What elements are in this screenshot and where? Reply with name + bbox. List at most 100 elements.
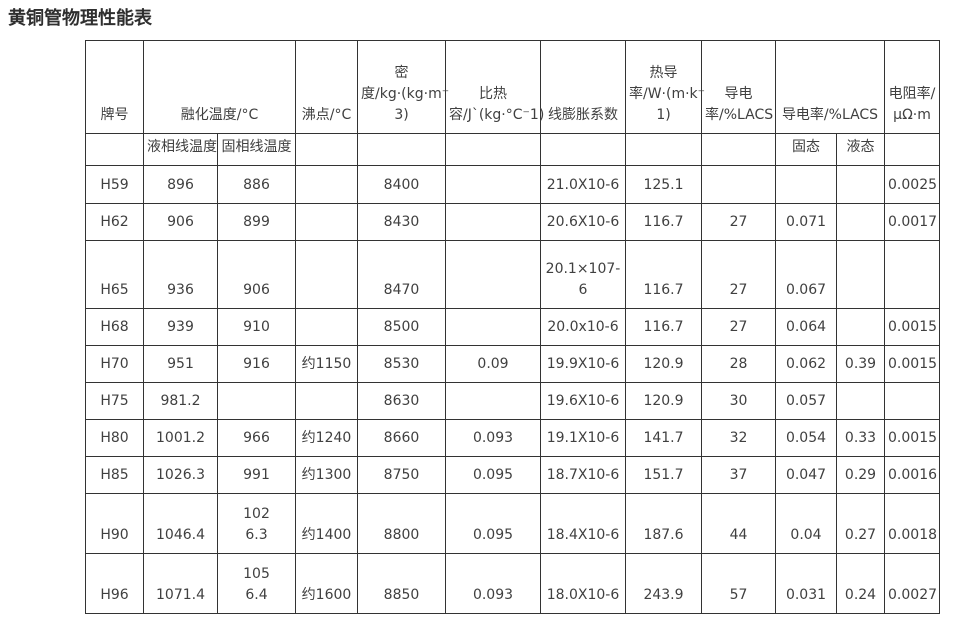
table-row: H65 936 906 8470 20.1×107- 6 116.7 27 0.067	[85, 240, 941, 309]
table-cell: H68	[85, 308, 144, 346]
table-cell: 120.9	[625, 382, 702, 420]
table-cell: 约1240	[295, 419, 358, 457]
table-cell: 8800	[357, 493, 446, 554]
table-cell: 0.062	[775, 345, 837, 383]
subheader-cell	[701, 133, 776, 166]
table-cell: 0.047	[775, 456, 837, 494]
table-cell: H70	[85, 345, 144, 383]
table-cell: 0.057	[775, 382, 837, 420]
table-row: H85 1026.3 991 约1300 8750 0.095 18.7X10-6 151.7…	[85, 456, 941, 494]
table-row: H70 951 916 约1150 8530 0.09 19.9X10-6 120.9 28 0.…	[85, 345, 941, 383]
table-row: H80 1001.2 966 约1240 8660 0.093 19.1X10-6 141.7…	[85, 419, 941, 457]
table-cell	[701, 165, 776, 204]
table-cell: 0.29	[835, 456, 886, 494]
table-cell: 0.0015	[884, 308, 941, 346]
subheader-cell	[295, 133, 358, 166]
properties-table: 牌号 融化温度/°C 沸点/°C 密 度/kg·(kg·m⁻ 3) 比热 容/J`(kg…	[85, 40, 941, 614]
table-cell: 966	[217, 419, 296, 457]
table-cell: 8660	[357, 419, 446, 457]
table-cell: 906	[143, 203, 218, 241]
header-cell: 沸点/°C	[295, 40, 358, 134]
table-cell: 0.054	[775, 419, 837, 457]
table-cell: 0.0025	[884, 165, 941, 204]
table-cell: 936	[143, 240, 218, 309]
table-cell: 187.6	[625, 493, 702, 554]
table-cell: 44	[701, 493, 776, 554]
table-cell	[445, 240, 541, 309]
table-cell: 约1300	[295, 456, 358, 494]
table-cell: 0.095	[445, 456, 541, 494]
table-cell: 0.067	[775, 240, 837, 309]
table-row: H59 896 886 8400 21.0X10-6 125.1 0.0025	[85, 165, 941, 204]
table-cell: 1026.3	[143, 456, 218, 494]
table-cell: 0.0015	[884, 345, 941, 383]
table-cell: 0.04	[775, 493, 837, 554]
table-cell: 951	[143, 345, 218, 383]
table-cell: 1001.2	[143, 419, 218, 457]
table-cell: H65	[85, 240, 144, 309]
table-cell: 939	[143, 308, 218, 346]
table-cell: H80	[85, 419, 144, 457]
table-cell: 28	[701, 345, 776, 383]
table-cell: 57	[701, 553, 776, 614]
table-cell: 0.24	[835, 553, 886, 614]
table-row: H62 906 899 8430 20.6X10-6 116.7 27 0.071 0.0017	[85, 203, 941, 241]
table-cell: H59	[85, 165, 144, 204]
subheader-cell	[85, 133, 144, 166]
table-cell: 约1150	[295, 345, 358, 383]
table-cell	[295, 382, 358, 420]
table-cell: H90	[85, 493, 144, 554]
table-cell: 0.093	[445, 419, 541, 457]
header-row: 牌号 融化温度/°C 沸点/°C 密 度/kg·(kg·m⁻ 3) 比热 容/J`(kg…	[85, 40, 941, 134]
subheader-row: 液相线温度 固相线温度 固态 液态	[85, 133, 941, 166]
table-cell: 约1600	[295, 553, 358, 614]
subheader-cell: 液态	[835, 133, 886, 166]
table-cell: 0.0015	[884, 419, 941, 457]
table-cell: 0.0018	[884, 493, 941, 554]
table-cell: 1046.4	[143, 493, 218, 554]
header-cell: 融化温度/°C	[143, 40, 296, 134]
header-cell: 热导 率/W·(m·k⁻ 1)	[625, 40, 705, 134]
header-cell: 密 度/kg·(kg·m⁻ 3)	[357, 40, 449, 134]
table-cell: 1071.4	[143, 553, 218, 614]
table-cell: 243.9	[625, 553, 702, 614]
table-cell: 32	[701, 419, 776, 457]
table-cell: 0.09	[445, 345, 541, 383]
subheader-cell: 固态	[775, 133, 837, 166]
table-cell: 8750	[357, 456, 446, 494]
table-cell: 37	[701, 456, 776, 494]
table-cell	[835, 382, 886, 420]
table-cell: 8470	[357, 240, 446, 309]
table-cell: 0.0017	[884, 203, 941, 241]
table-row: H75 981.2 8630 19.6X10-6 120.9 30 0.057	[85, 382, 941, 420]
table-cell: 981.2	[143, 382, 218, 420]
table-cell	[835, 165, 886, 204]
table-cell: 896	[143, 165, 218, 204]
table-cell	[295, 308, 358, 346]
subheader-cell	[625, 133, 702, 166]
page-title: 黄铜管物理性能表	[8, 8, 152, 29]
table-cell	[295, 203, 358, 241]
table-cell: 18.4X10-6	[540, 493, 626, 554]
table-cell: 27	[701, 240, 776, 309]
table-cell	[445, 165, 541, 204]
subheader-cell: 固相线温度	[217, 133, 296, 166]
table-cell	[884, 382, 941, 420]
table-cell: 0.27	[835, 493, 886, 554]
table-cell: 8430	[357, 203, 446, 241]
table-head: 牌号 融化温度/°C 沸点/°C 密 度/kg·(kg·m⁻ 3) 比热 容/J`(kg…	[85, 40, 941, 166]
table-cell: 20.6X10-6	[540, 203, 626, 241]
table-cell: 21.0X10-6	[540, 165, 626, 204]
header-cell: 牌号	[85, 40, 144, 134]
header-cell: 电阻率/ μΩ·m	[884, 40, 941, 134]
table-cell: 20.1×107- 6	[540, 240, 626, 309]
table-cell: 8400	[357, 165, 446, 204]
table-row: H90 1046.4 102 6.3 约1400 8800 0.095 18.4X10-6 1…	[85, 493, 941, 554]
header-cell: 导电 率/%LACS	[701, 40, 776, 134]
table-cell: 19.6X10-6	[540, 382, 626, 420]
table-cell: 19.1X10-6	[540, 419, 626, 457]
table-cell: H96	[85, 553, 144, 614]
table-cell: 0.093	[445, 553, 541, 614]
table-cell: 125.1	[625, 165, 702, 204]
table-cell: 8630	[357, 382, 446, 420]
